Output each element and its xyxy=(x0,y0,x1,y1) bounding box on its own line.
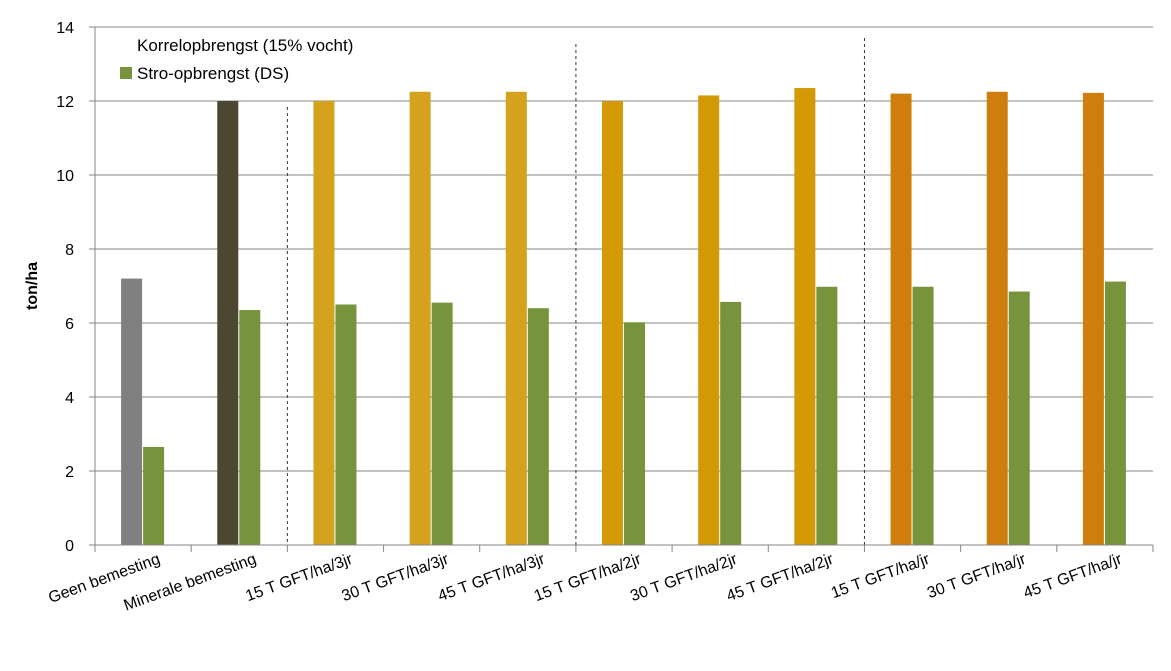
y-tick-label: 0 xyxy=(65,538,74,555)
bar-korrel xyxy=(313,101,335,545)
group-separators xyxy=(286,38,865,545)
bar-korrel xyxy=(890,93,912,545)
x-tick-label: 30 T GFT/ha/jr xyxy=(925,551,1029,603)
y-axis-title: ton/ha xyxy=(24,262,41,310)
bars xyxy=(121,88,1126,546)
bar-korrel xyxy=(121,278,143,545)
x-tick-label: 15 T GFT/ha/2jr xyxy=(532,551,644,606)
y-tick-label: 6 xyxy=(65,316,74,333)
legend-label-stro: Stro-opbrengst (DS) xyxy=(137,64,289,83)
bar-korrel xyxy=(602,101,623,545)
x-tick-label: 45 T GFT/ha/3jr xyxy=(436,551,548,606)
bar-stro xyxy=(1008,291,1030,545)
bar-korrel xyxy=(217,101,239,545)
bar-korrel xyxy=(698,95,720,545)
y-tick-label: 4 xyxy=(65,390,74,407)
legend-swatch-stro xyxy=(120,67,132,79)
x-tick-label: 45 T GFT/ha/jr xyxy=(1021,551,1125,603)
y-tick-labels: 0 2 4 6 8 10 12 14 xyxy=(56,20,74,555)
x-tick-label: 15 T GFT/ha/3jr xyxy=(243,551,355,606)
bar-stro xyxy=(143,446,165,545)
bar-korrel xyxy=(1082,92,1104,546)
bar-korrel xyxy=(409,91,431,545)
bar-stro xyxy=(816,286,838,545)
x-tick-label: 30 T GFT/ha/3jr xyxy=(340,551,452,606)
bar-korrel xyxy=(794,88,816,546)
y-tick-label: 2 xyxy=(65,464,74,481)
y-tick-label: 8 xyxy=(65,242,74,259)
y-tick-label: 12 xyxy=(56,94,74,111)
x-tick-label: 30 T GFT/ha/2jr xyxy=(628,551,740,606)
legend-label-korrelopbrengst: Korrelopbrengst (15% vocht) xyxy=(137,36,353,55)
bar-stro xyxy=(720,301,742,545)
bar-korrel xyxy=(986,91,1008,545)
bar-stro xyxy=(431,302,453,545)
bar-stro xyxy=(1104,281,1126,545)
bar-stro xyxy=(239,310,261,545)
bar-stro xyxy=(624,322,645,545)
x-tick-label: 45 T GFT/ha/2jr xyxy=(724,551,836,606)
x-tick-label: 15 T GFT/ha/jr xyxy=(829,551,933,603)
bar-stro xyxy=(527,308,549,545)
legend: Korrelopbrengst (15% vocht) Stro-opbreng… xyxy=(120,36,353,83)
bar-stro xyxy=(912,286,934,545)
y-tick-label: 10 xyxy=(56,168,74,185)
axes xyxy=(89,26,1154,552)
y-tick-label: 14 xyxy=(56,20,74,37)
bar-korrel xyxy=(505,91,527,545)
bar-stro xyxy=(335,304,357,545)
